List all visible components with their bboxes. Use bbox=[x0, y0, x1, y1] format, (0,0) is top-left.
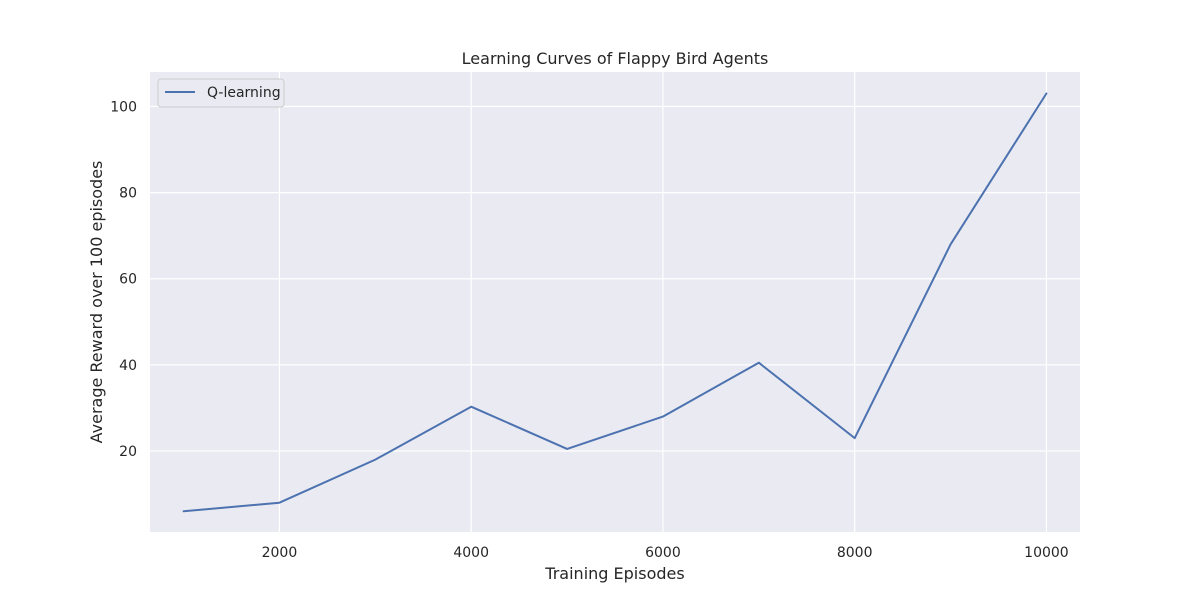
y-tick-label: 60 bbox=[119, 272, 137, 288]
y-tick-label: 40 bbox=[119, 358, 137, 374]
y-tick-label: 80 bbox=[119, 186, 137, 202]
chart-title: Learning Curves of Flappy Bird Agents bbox=[462, 49, 769, 68]
x-tick-label: 2000 bbox=[262, 545, 298, 561]
grid-lines bbox=[150, 72, 1080, 532]
x-tick-label: 4000 bbox=[453, 545, 489, 561]
series-line-q-learning bbox=[182, 92, 1048, 513]
y-axis-label: Average Reward over 100 episodes bbox=[87, 161, 106, 444]
x-tick-labels: 2000 4000 6000 8000 10000 bbox=[262, 545, 1069, 561]
x-tick-label: 10000 bbox=[1024, 545, 1069, 561]
legend: Q-learning bbox=[157, 78, 285, 108]
x-tick-label: 8000 bbox=[837, 545, 873, 561]
x-tick-label: 6000 bbox=[645, 545, 681, 561]
x-axis-label: Training Episodes bbox=[544, 564, 684, 583]
plot-area-background bbox=[150, 72, 1080, 532]
legend-label-q-learning: Q-learning bbox=[207, 85, 281, 101]
y-tick-label: 100 bbox=[110, 99, 137, 115]
series-lines bbox=[182, 92, 1048, 513]
y-tick-label: 20 bbox=[119, 444, 137, 460]
y-tick-labels: 20 40 60 80 100 bbox=[110, 99, 137, 460]
legend-box bbox=[157, 78, 285, 108]
